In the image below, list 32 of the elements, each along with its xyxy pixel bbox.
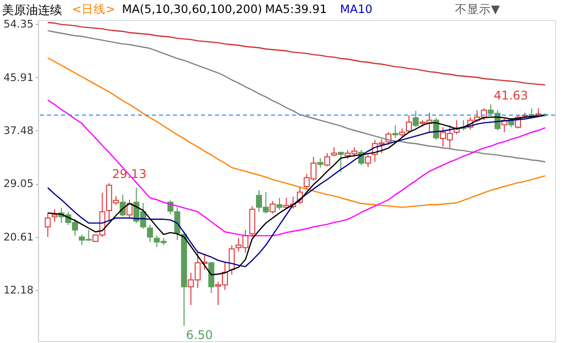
y-tick-label: 29.05 xyxy=(3,178,34,190)
candlestick xyxy=(208,262,214,294)
candlestick xyxy=(338,151,344,172)
candlestick xyxy=(365,154,372,168)
line-series xyxy=(47,57,546,208)
y-tick-label: 37.48 xyxy=(3,124,34,137)
y-tick-label: 12.18 xyxy=(3,284,34,297)
candlestick xyxy=(324,152,330,167)
annotation: 6.50 xyxy=(186,328,213,342)
candlestick xyxy=(52,208,58,222)
candlestick xyxy=(317,158,324,168)
text: <日线> xyxy=(72,2,116,16)
candlestick xyxy=(412,110,419,128)
y-tick-label: 54.35 xyxy=(3,18,34,31)
text: MA10 xyxy=(340,2,372,16)
candlestick xyxy=(270,200,276,214)
annotation: 41.63 xyxy=(494,88,528,102)
line-series xyxy=(47,22,546,86)
y-tick-label: 20.61 xyxy=(3,231,34,244)
candlestick xyxy=(276,197,282,210)
candlestick xyxy=(392,124,398,138)
candlestick xyxy=(44,212,51,238)
text: MA5:39.91 xyxy=(265,2,327,16)
candlestick xyxy=(126,199,133,219)
y-tick-label: 45.91 xyxy=(3,72,34,84)
text: MA(5,10,30,60,100,200) xyxy=(122,2,262,16)
line-series xyxy=(47,30,546,162)
text: 不显示▼ xyxy=(455,2,500,16)
candlestick xyxy=(146,224,153,242)
candlestick xyxy=(406,114,412,134)
candlestick xyxy=(228,244,235,276)
chart-title: 美原油连续 xyxy=(2,3,62,17)
